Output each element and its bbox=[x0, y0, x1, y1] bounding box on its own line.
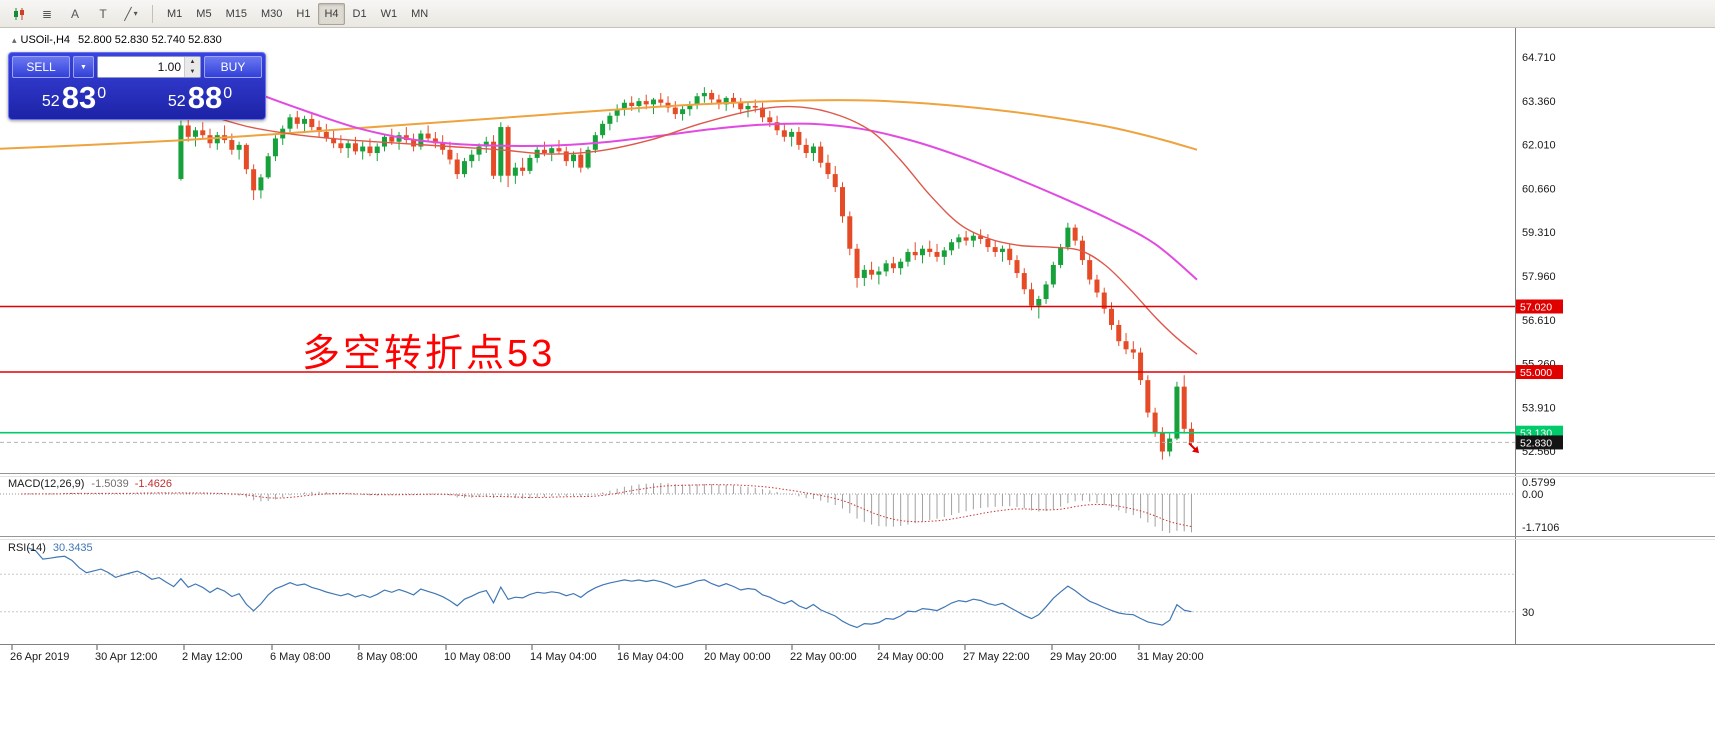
sell-price-pips: 83 bbox=[61, 80, 97, 115]
toolbar: ≣ A T ╱ ▾ M1 M5 M15 M30 H1 H4 D1 W1 MN bbox=[0, 0, 1715, 28]
price-badge: 52.830 bbox=[1520, 437, 1552, 449]
time-axis-label: 16 May 04:00 bbox=[617, 651, 684, 663]
time-axis-label: 27 May 22:00 bbox=[963, 651, 1030, 663]
time-axis-label: 20 May 00:00 bbox=[704, 651, 771, 663]
price-axis-label: 62.010 bbox=[1522, 140, 1556, 152]
panel-divider-rsi[interactable] bbox=[0, 536, 1715, 540]
timeframe-m5[interactable]: M5 bbox=[190, 3, 217, 25]
trade-panel-top-row: SELL ▼ ▲ ▼ BUY bbox=[12, 56, 262, 78]
ma-slow-orange bbox=[0, 99, 1198, 151]
time-axis-label: 22 May 00:00 bbox=[790, 651, 857, 663]
sell-price-display[interactable]: 52 83 0 bbox=[12, 80, 136, 116]
price-axis-label: 64.710 bbox=[1522, 52, 1556, 64]
sell-price-whole: 52 bbox=[41, 93, 60, 110]
axes-layer: 64.710 63.360 62.010 60.660 59.310 57.960 56.6… bbox=[0, 28, 1715, 663]
chevron-down-icon: ▼ bbox=[80, 63, 87, 71]
volume-increase-button[interactable]: ▲ bbox=[185, 57, 200, 67]
time-axis-label: 6 May 08:00 bbox=[270, 651, 331, 663]
rsi-line bbox=[28, 547, 1192, 629]
buy-button[interactable]: BUY bbox=[204, 56, 262, 78]
fibonacci-lines-icon[interactable]: ≣ bbox=[34, 3, 60, 25]
volume-dropdown-button[interactable]: ▼ bbox=[73, 56, 94, 78]
price-badge: 57.020 bbox=[1520, 301, 1552, 313]
volume-field: ▲ ▼ bbox=[96, 56, 201, 78]
buy-price-whole: 52 bbox=[167, 93, 186, 110]
macd-axis-label: 0.5799 bbox=[1522, 477, 1556, 489]
volume-decrease-button[interactable]: ▼ bbox=[185, 67, 200, 77]
hlines-layer bbox=[0, 305, 1515, 443]
macd-axis-label: 0.00 bbox=[1522, 489, 1543, 501]
time-axis-label: 24 May 00:00 bbox=[877, 651, 944, 663]
time-axis-label: 29 May 20:00 bbox=[1050, 651, 1117, 663]
macd-indicator-label: MACD(12,26,9) -1.5039 -1.4626 bbox=[8, 478, 172, 490]
price-axis-label: 59.310 bbox=[1522, 227, 1556, 239]
sell-button[interactable]: SELL bbox=[12, 56, 70, 78]
text-label-icon[interactable]: A bbox=[62, 3, 88, 25]
macd-axis-label: -1.7106 bbox=[1522, 522, 1559, 534]
ma-fast-red bbox=[209, 105, 1198, 355]
time-axis-label: 26 Apr 2019 bbox=[10, 651, 69, 663]
timeframe-h1[interactable]: H1 bbox=[290, 3, 316, 25]
price-axis-label: 63.360 bbox=[1522, 96, 1556, 108]
draw-tools-icon[interactable]: ╱ ▾ bbox=[118, 3, 144, 25]
chart-title: ▴ USOil-,H4 52.800 52.830 52.740 52.830 bbox=[12, 34, 222, 46]
timeframe-mn[interactable]: MN bbox=[405, 3, 434, 25]
macd-value-signal: -1.4626 bbox=[134, 478, 173, 490]
volume-input[interactable] bbox=[97, 57, 184, 77]
timeframe-m1[interactable]: M1 bbox=[161, 3, 188, 25]
one-click-trading-panel: SELL ▼ ▲ ▼ BUY 52 83 0 52 88 0 bbox=[8, 52, 266, 120]
price-axis-label: 60.660 bbox=[1522, 183, 1556, 195]
chevron-down-icon: ▾ bbox=[133, 9, 138, 18]
toolbar-separator bbox=[152, 4, 153, 23]
chart-text-annotation: 多空转折点53 bbox=[302, 333, 556, 375]
buy-price-pips: 88 bbox=[187, 80, 223, 115]
rsi-panel-layer: 30 bbox=[0, 547, 1534, 629]
sell-arrow-marker bbox=[1188, 442, 1199, 454]
buy-price-display[interactable]: 52 88 0 bbox=[138, 80, 262, 116]
macd-signal-line bbox=[20, 484, 1192, 528]
time-axis-label: 14 May 04:00 bbox=[530, 651, 597, 663]
panel-divider-macd[interactable] bbox=[0, 473, 1715, 477]
timeframe-w1[interactable]: W1 bbox=[375, 3, 404, 25]
time-axis-label: 30 Apr 12:00 bbox=[95, 651, 157, 663]
rsi-name: RSI(14) bbox=[8, 542, 46, 554]
toolbar-icons: ≣ A T ╱ ▾ bbox=[6, 3, 144, 25]
chart-ohlc-values: 52.800 52.830 52.740 52.830 bbox=[78, 34, 222, 46]
candles-layer bbox=[178, 87, 1194, 460]
time-axis-label: 8 May 08:00 bbox=[357, 651, 418, 663]
macd-name: MACD(12,26,9) bbox=[8, 478, 85, 490]
macd-value-main: -1.5039 bbox=[91, 478, 129, 490]
moving-averages-layer bbox=[0, 72, 1198, 355]
buy-price-point: 0 bbox=[223, 85, 233, 102]
timeframe-m15[interactable]: M15 bbox=[220, 3, 253, 25]
time-axis-label: 10 May 08:00 bbox=[444, 651, 511, 663]
rsi-indicator-label: RSI(14) 30.3435 bbox=[8, 542, 93, 554]
price-axis-label: 57.960 bbox=[1522, 271, 1556, 283]
timeframe-h4[interactable]: H4 bbox=[318, 2, 345, 25]
trade-panel-price-row: 52 83 0 52 88 0 bbox=[12, 80, 262, 116]
candlestick-chart-icon[interactable] bbox=[6, 3, 32, 25]
chart-symbol-period: USOil-,H4 bbox=[20, 34, 71, 46]
volume-spinner: ▲ ▼ bbox=[184, 57, 200, 77]
rsi-value: 30.3435 bbox=[52, 542, 93, 554]
sell-price-point: 0 bbox=[97, 85, 107, 102]
text-box-icon[interactable]: T bbox=[90, 3, 116, 25]
time-axis-label: 2 May 12:00 bbox=[182, 651, 243, 663]
collapse-icon[interactable]: ▴ bbox=[12, 35, 17, 45]
ma-mid-magenta bbox=[209, 72, 1198, 281]
price-axis-label: 53.910 bbox=[1522, 402, 1556, 414]
timeframe-d1[interactable]: D1 bbox=[347, 3, 373, 25]
timeframe-buttons: M1 M5 M15 M30 H1 H4 D1 W1 MN bbox=[161, 2, 434, 25]
price-axis-label: 56.610 bbox=[1522, 315, 1556, 327]
rsi-axis-label: 30 bbox=[1522, 607, 1534, 619]
price-badge: 55.000 bbox=[1520, 367, 1552, 379]
time-axis-label: 31 May 20:00 bbox=[1137, 651, 1204, 663]
timeframe-m30[interactable]: M30 bbox=[255, 3, 288, 25]
